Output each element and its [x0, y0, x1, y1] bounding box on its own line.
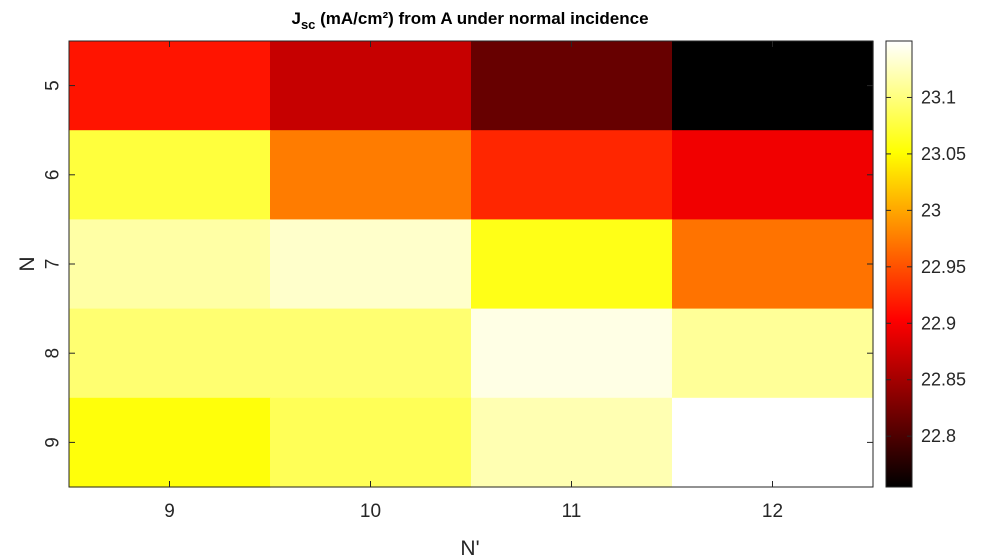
title-subscript: sc [301, 17, 315, 32]
heatmap-cell-9-12 [672, 397, 874, 488]
heatmap-cell-8-12 [672, 308, 874, 399]
x-axis-ticks: 9 10 11 12 [164, 41, 783, 522]
y-tick-label: 6 [43, 170, 64, 181]
x-tick-label: 10 [360, 501, 381, 522]
x-tick-label: 9 [164, 501, 175, 522]
x-axis-label: N' [460, 537, 479, 560]
y-tick-label: 8 [43, 348, 64, 359]
heatmap-cell-8-11 [471, 308, 673, 399]
heatmap-cell-6-10 [270, 130, 472, 220]
heatmap-cell-6-12 [672, 130, 874, 220]
heatmap-cell-5-11 [471, 41, 673, 131]
colorbar-tick-label: 23.05 [921, 144, 966, 164]
heatmap-cell-9-9 [69, 397, 271, 488]
colorbar-tick-label: 22.95 [921, 257, 966, 277]
heatmap-cell-5-10 [270, 41, 472, 131]
heatmap-cell-7-11 [471, 219, 673, 310]
colorbar-tick-label: 22.8 [921, 426, 956, 446]
colorbar-tick-label: 23 [921, 200, 941, 220]
heatmap-cell-7-12 [672, 219, 874, 310]
heatmap-cell-8-9 [69, 308, 271, 399]
y-axis-label: N [16, 256, 39, 271]
colorbar-tick-label: 22.85 [921, 370, 966, 390]
heatmap-cell-8-10 [270, 308, 472, 399]
chart-title: Jsc (mA/cm²) from A under normal inciden… [291, 9, 648, 32]
heatmap-cell-7-9 [69, 219, 271, 310]
heatmap-cell-5-9 [69, 41, 271, 131]
x-tick-label: 11 [562, 501, 582, 522]
y-tick-label: 7 [43, 259, 64, 270]
title-rest: (mA/cm²) from A under normal incidence [315, 9, 648, 28]
colorbar-ticks: 22.8 22.85 22.9 22.95 23 23.05 23.1 [886, 87, 966, 446]
heatmap-cell-9-11 [471, 397, 673, 488]
heatmap-cells [69, 41, 874, 488]
heatmap-cell-6-11 [471, 130, 673, 220]
colorbar-tick-label: 22.9 [921, 313, 956, 333]
colorbar [885, 40, 913, 488]
y-tick-label: 9 [43, 437, 64, 448]
title-main: J [291, 9, 300, 28]
y-axis-ticks: 5 6 7 8 9 [43, 80, 873, 448]
y-tick-label: 5 [43, 80, 64, 91]
heatmap-cell-9-10 [270, 397, 472, 488]
heatmap-cell-7-10 [270, 219, 472, 310]
heatmap-cell-5-12 [672, 41, 874, 131]
x-tick-label: 12 [762, 501, 783, 522]
heatmap-cell-6-9 [69, 130, 271, 220]
colorbar-tick-label: 23.1 [921, 87, 956, 107]
